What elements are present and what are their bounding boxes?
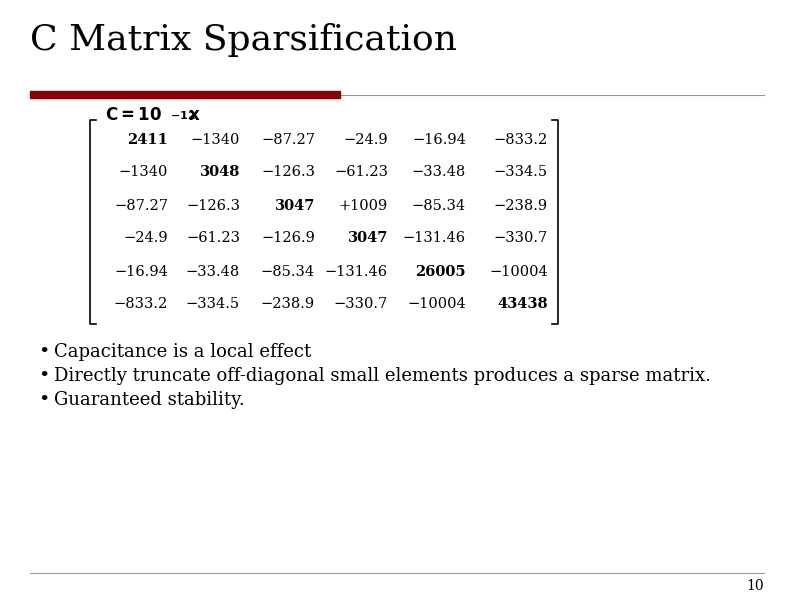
Text: −1340: −1340 <box>191 133 240 146</box>
Text: −238.9: −238.9 <box>494 199 548 212</box>
Text: −238.9: −238.9 <box>261 298 315 312</box>
Text: −334.5: −334.5 <box>494 165 548 180</box>
Text: −24.9: −24.9 <box>123 231 168 246</box>
Text: −330.7: −330.7 <box>494 231 548 246</box>
Text: −1340: −1340 <box>118 165 168 180</box>
Text: −131.46: −131.46 <box>403 231 466 246</box>
Text: −334.5: −334.5 <box>186 298 240 312</box>
Text: •: • <box>38 367 49 385</box>
Text: 3048: 3048 <box>199 165 240 180</box>
Text: −126.3: −126.3 <box>261 165 315 180</box>
Text: •: • <box>38 343 49 361</box>
Text: −16.94: −16.94 <box>114 265 168 278</box>
Text: Directly truncate off-diagonal small elements produces a sparse matrix.: Directly truncate off-diagonal small ele… <box>54 367 711 385</box>
Text: −126.3: −126.3 <box>186 199 240 212</box>
Text: 26005: 26005 <box>415 265 466 278</box>
Text: −126.9: −126.9 <box>261 231 315 246</box>
Text: −33.48: −33.48 <box>412 165 466 180</box>
Text: −10004: −10004 <box>407 298 466 312</box>
Text: −24.9: −24.9 <box>343 133 388 146</box>
Text: C Matrix Sparsification: C Matrix Sparsification <box>30 23 457 57</box>
Text: −85.34: −85.34 <box>261 265 315 278</box>
Text: 43438: 43438 <box>497 298 548 312</box>
Text: $\mathbf{x}$: $\mathbf{x}$ <box>188 107 200 124</box>
Text: 3047: 3047 <box>348 231 388 246</box>
Text: −87.27: −87.27 <box>114 199 168 212</box>
Text: −131.46: −131.46 <box>325 265 388 278</box>
Text: −10004: −10004 <box>489 265 548 278</box>
Text: −833.2: −833.2 <box>114 298 168 312</box>
Text: −833.2: −833.2 <box>494 133 548 146</box>
Text: $\mathbf{C=10}$: $\mathbf{C=10}$ <box>105 107 162 124</box>
Text: 10: 10 <box>746 579 764 593</box>
Text: $\mathbf{-12}$: $\mathbf{-12}$ <box>170 109 196 121</box>
Text: −85.34: −85.34 <box>412 199 466 212</box>
Text: −33.48: −33.48 <box>186 265 240 278</box>
Bar <box>30 91 340 98</box>
Text: −61.23: −61.23 <box>334 165 388 180</box>
Text: Guaranteed stability.: Guaranteed stability. <box>54 391 245 409</box>
Text: −61.23: −61.23 <box>186 231 240 246</box>
Text: +1009: +1009 <box>339 199 388 212</box>
Text: −16.94: −16.94 <box>412 133 466 146</box>
Text: •: • <box>38 391 49 409</box>
Text: 2411: 2411 <box>127 133 168 146</box>
Text: −87.27: −87.27 <box>261 133 315 146</box>
Text: 3047: 3047 <box>275 199 315 212</box>
Text: −330.7: −330.7 <box>333 298 388 312</box>
Text: Capacitance is a local effect: Capacitance is a local effect <box>54 343 311 361</box>
